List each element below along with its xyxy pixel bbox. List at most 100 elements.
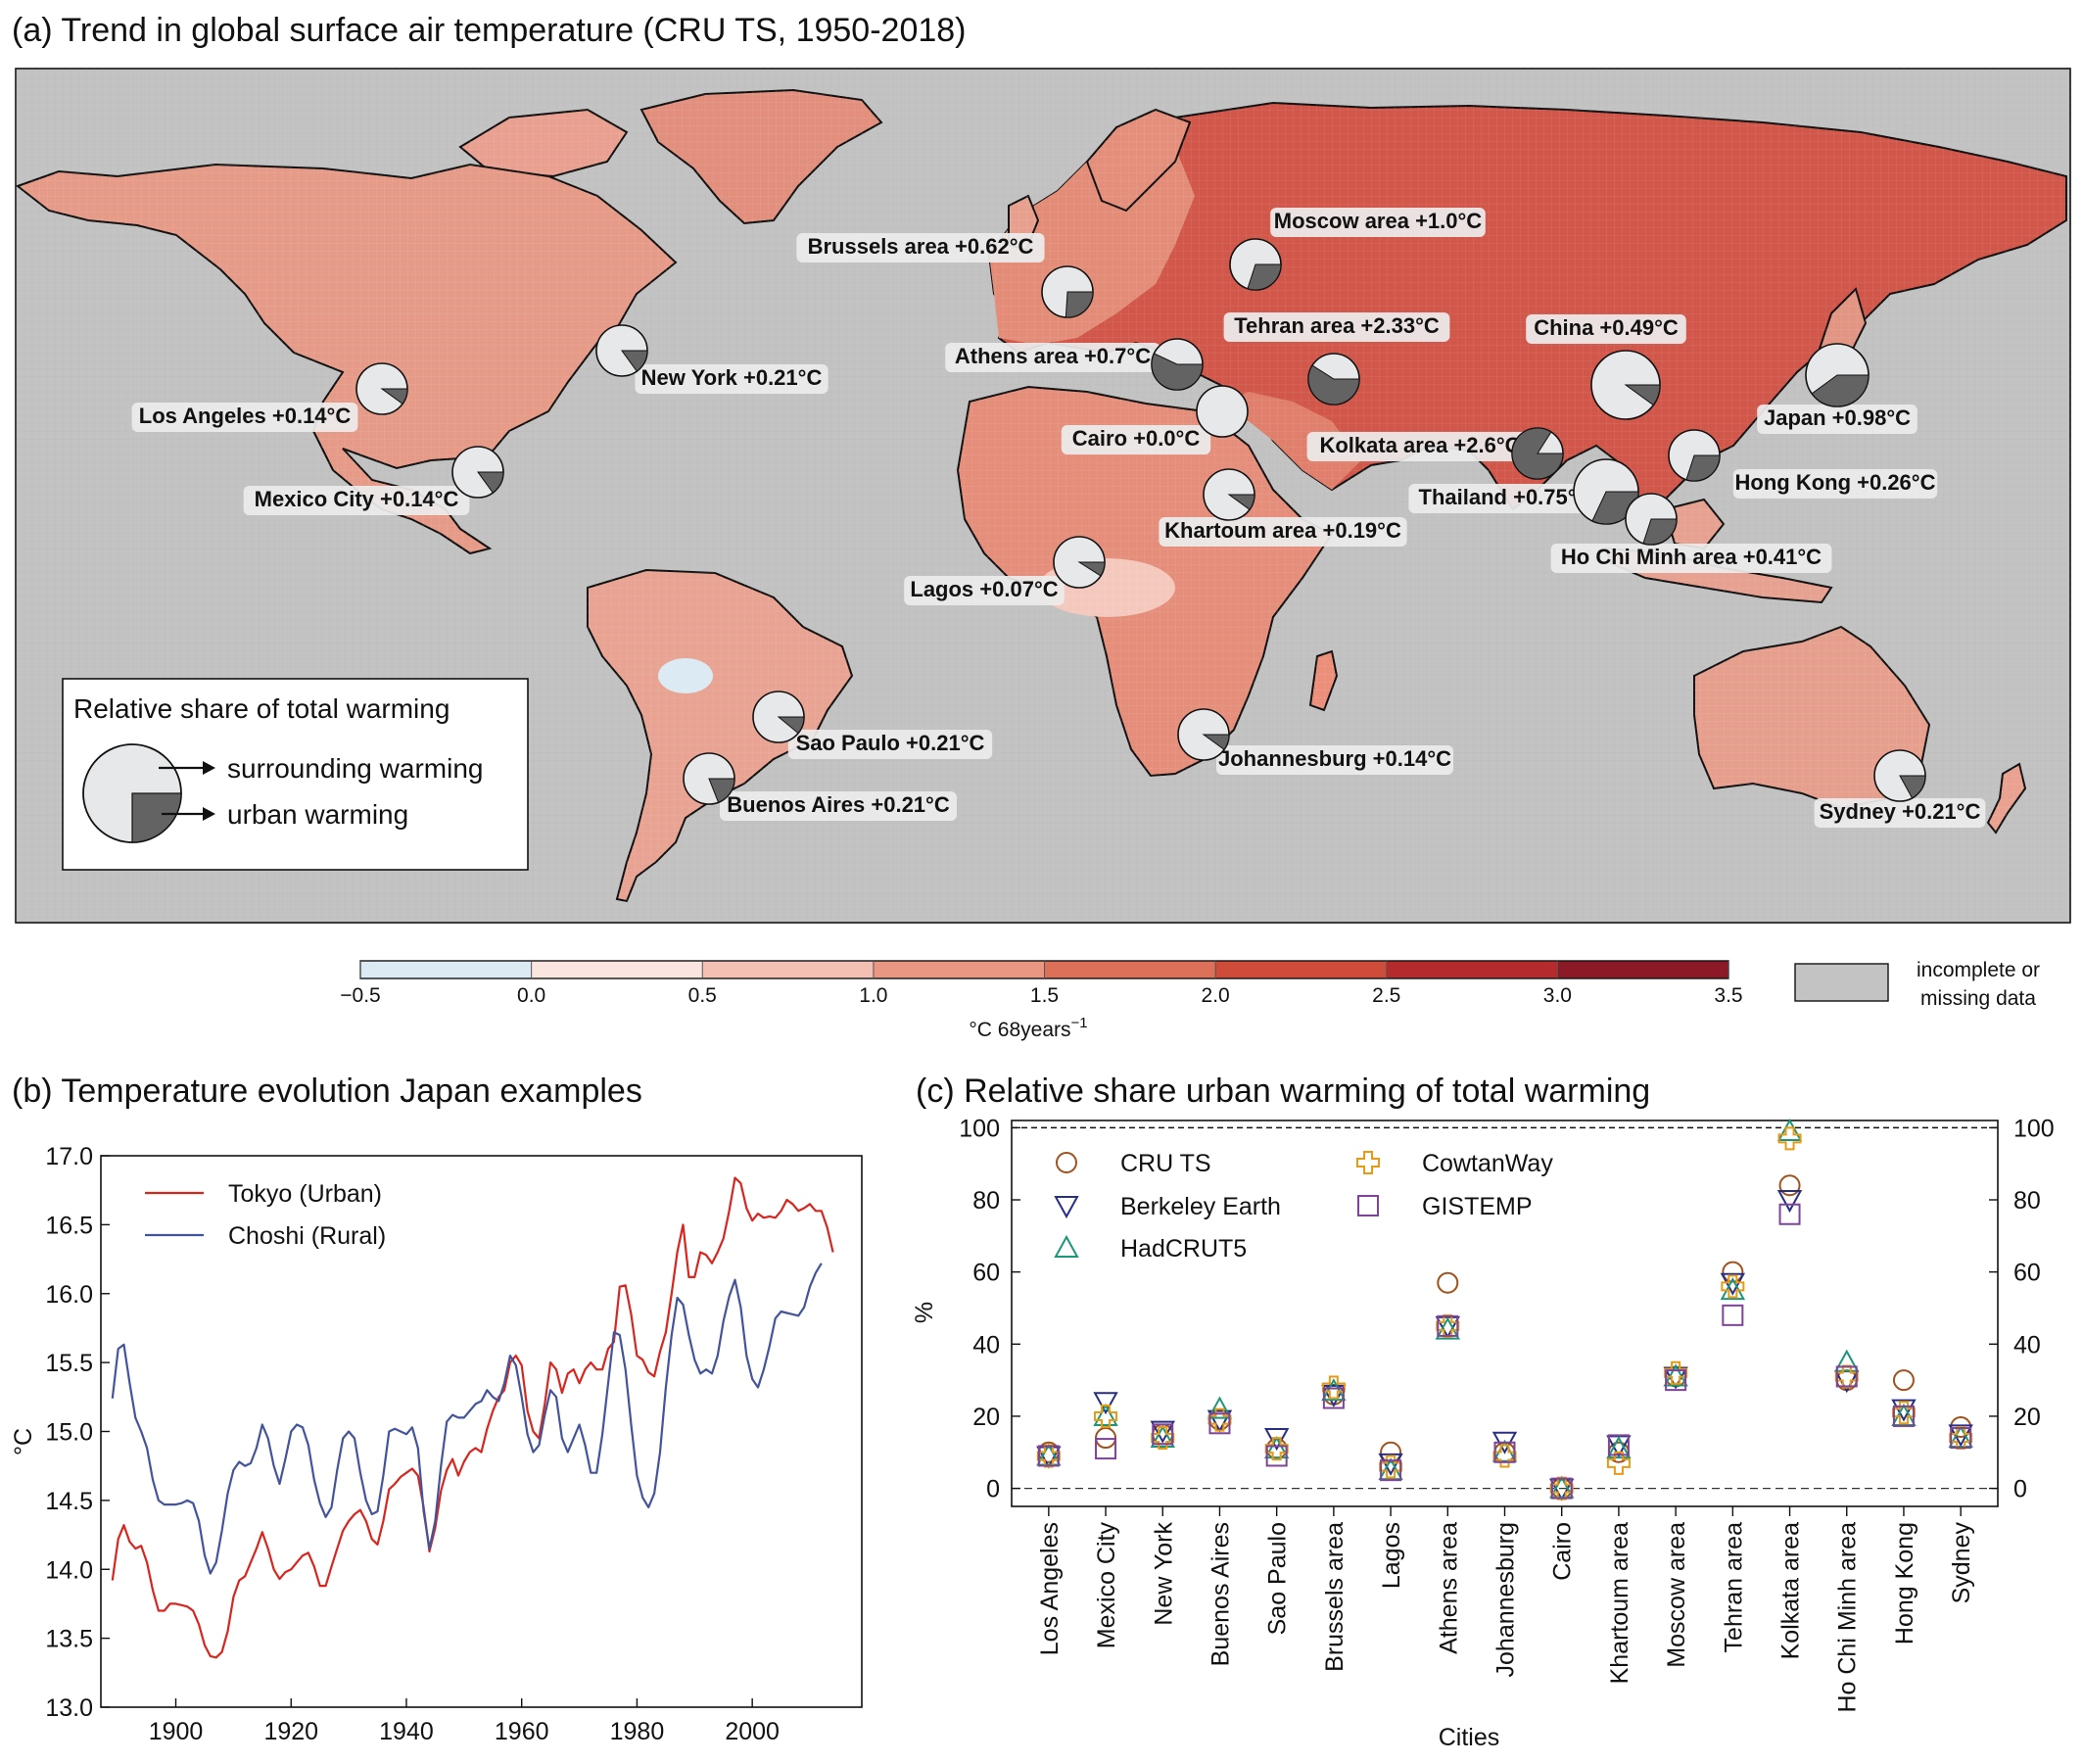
legend-marker-hadcrut5 bbox=[1054, 1234, 1079, 1258]
missing-label-1: incomplete or bbox=[1917, 959, 2040, 981]
legend-label-berkeley-earth: Berkeley Earth bbox=[1120, 1193, 1281, 1220]
city-label-box bbox=[1814, 798, 1986, 828]
city-pie-urban-share bbox=[1624, 384, 1661, 406]
panel-c-ytick-label-right: 0 bbox=[2013, 1476, 2027, 1503]
colorbar-tick-label: 3.0 bbox=[1543, 984, 1572, 1007]
point-berkeley-earth bbox=[1150, 1420, 1175, 1444]
colorbar-tick-label: −0.5 bbox=[340, 984, 380, 1007]
city-label: Athens area +0.7°C bbox=[955, 344, 1151, 368]
city-label-box bbox=[904, 576, 1065, 605]
city-label: Khartoum area +0.19°C bbox=[1164, 518, 1401, 543]
city-pie-urban-share bbox=[477, 471, 504, 494]
panel-b-xtick-label: 1920 bbox=[263, 1718, 318, 1745]
city-label-box bbox=[1223, 312, 1450, 342]
point-hadcrut5 bbox=[1263, 1436, 1290, 1459]
panel-b-ytick-label: 15.0 bbox=[45, 1419, 93, 1447]
legend-pie-urban bbox=[131, 792, 182, 843]
city-label-box bbox=[1306, 432, 1534, 461]
point-cru-ts bbox=[1380, 1441, 1402, 1463]
point-gistemp bbox=[1265, 1445, 1288, 1467]
point-hadcrut5 bbox=[1891, 1403, 1917, 1426]
city-pie-urban-share bbox=[1899, 775, 1926, 799]
panel-b-xtick-label: 1940 bbox=[379, 1718, 434, 1745]
city-label-box bbox=[796, 233, 1045, 262]
city-label: Kolkata area +2.6°C bbox=[1319, 433, 1520, 457]
city-pie-urban-share bbox=[1151, 353, 1204, 391]
point-berkeley-earth bbox=[1207, 1409, 1233, 1433]
city-new-york: New York +0.21°C bbox=[595, 324, 828, 394]
panel-c-ytick-label-left: 0 bbox=[986, 1476, 1000, 1503]
missing-data-swatch bbox=[1794, 963, 1889, 1002]
city-kolkata-area: Kolkata area +2.6°C bbox=[1306, 427, 1564, 480]
point-gistemp bbox=[1095, 1438, 1117, 1460]
city-pie bbox=[1196, 385, 1249, 438]
point-gistemp bbox=[1950, 1427, 1972, 1450]
city-label: China +0.49°C bbox=[1534, 315, 1679, 340]
panel-c-xtick-label: Kolkata area bbox=[1777, 1522, 1805, 1659]
legend-marker-berkeley-earth bbox=[1054, 1196, 1079, 1219]
point-berkeley-earth bbox=[1378, 1453, 1403, 1476]
point-gistemp bbox=[1208, 1412, 1231, 1435]
point-berkeley-earth bbox=[1776, 1190, 1803, 1214]
colorbar-segment bbox=[360, 961, 532, 978]
legend-label-gistemp: GISTEMP bbox=[1422, 1193, 1533, 1220]
colorbar-segment bbox=[1215, 961, 1387, 978]
city-label: Sydney +0.21°C bbox=[1820, 799, 1981, 824]
city-china: China +0.49°C bbox=[1526, 314, 1686, 420]
point-cru-ts bbox=[1778, 1174, 1801, 1197]
point-cru-ts bbox=[1892, 1369, 1915, 1392]
colorbar-segment bbox=[531, 961, 703, 978]
city-label: Japan +0.98°C bbox=[1764, 405, 1911, 430]
city-japan: Japan +0.98°C bbox=[1757, 343, 1917, 434]
point-hadcrut5 bbox=[1663, 1363, 1688, 1387]
point-gistemp bbox=[1437, 1314, 1459, 1337]
pie-legend: Relative share of total warming surround… bbox=[62, 678, 529, 871]
panel-b-ytick-label: 14.0 bbox=[45, 1556, 93, 1584]
city-label: Brussels area +0.62°C bbox=[808, 234, 1034, 259]
city-label: Buenos Aires +0.21°C bbox=[727, 792, 950, 817]
city-label: New York +0.21°C bbox=[641, 365, 823, 390]
panel-b-ytick-label: 13.0 bbox=[45, 1694, 93, 1722]
panel-c-xtick-label: Athens area bbox=[1435, 1522, 1462, 1654]
panel-b-xtick-label: 1980 bbox=[610, 1718, 665, 1745]
city-mexico-city: Mexico City +0.14°C bbox=[243, 446, 504, 515]
colorbar-tick-label: 3.5 bbox=[1714, 984, 1742, 1007]
panel-c-xtick-label: Tehran area bbox=[1720, 1522, 1747, 1653]
city-pie-urban-share bbox=[1811, 374, 1870, 407]
panel-c-xtick-label: Buenos Aires bbox=[1207, 1522, 1234, 1666]
point-hadcrut5 bbox=[1834, 1349, 1860, 1372]
panel-b-ylabel: °C bbox=[10, 1428, 37, 1455]
panel-c-ytick-label-left: 60 bbox=[972, 1260, 1000, 1287]
city-label: Cairo +0.0°C bbox=[1072, 426, 1201, 451]
panel-b-ytick-label: 13.5 bbox=[45, 1626, 93, 1653]
panel-c-xtick-label: Sao Paulo bbox=[1264, 1522, 1292, 1635]
panel-c-title: (c) Relative share urban warming of tota… bbox=[916, 1073, 1650, 1110]
city-johannesburg: Johannesburg +0.14°C bbox=[1177, 708, 1453, 775]
city-khartoum-area: Khartoum area +0.19°C bbox=[1159, 468, 1407, 547]
panel-c-ytick-label-right: 40 bbox=[2013, 1331, 2041, 1359]
point-cru-ts bbox=[1437, 1271, 1459, 1294]
city-thailand: Thailand +0.75°C bbox=[1408, 458, 1639, 525]
colorbar-segment bbox=[873, 961, 1045, 978]
panel-a-title: (a) Trend in global surface air temperat… bbox=[12, 12, 967, 49]
legend-marker-gistemp bbox=[1357, 1195, 1379, 1216]
legend-label-cowtanway: CowtanWay bbox=[1422, 1150, 1553, 1177]
city-hong-kong: Hong Kong +0.26°C bbox=[1668, 429, 1938, 499]
point-berkeley-earth bbox=[1720, 1272, 1746, 1296]
point-cowtanway bbox=[1777, 1126, 1802, 1151]
point-cowtanway bbox=[1949, 1426, 1973, 1451]
point-hadcrut5 bbox=[1720, 1276, 1746, 1301]
colorbar-tick-label: 2.0 bbox=[1202, 984, 1230, 1007]
panel-c-ylabel: % bbox=[911, 1302, 938, 1323]
point-gistemp bbox=[1493, 1441, 1516, 1463]
point-gistemp bbox=[1550, 1477, 1573, 1500]
city-label: Hong Kong +0.26°C bbox=[1735, 470, 1936, 495]
colorbar-unit: °C 68years−1 bbox=[969, 1015, 1087, 1041]
panel-b-xtick-label: 1900 bbox=[149, 1718, 204, 1745]
panel-c-scatter-chart: % Cities 0 0 20 20 40 40 60 60 80 80 100 100 Los Ang… bbox=[911, 1115, 2055, 1751]
city-ho-chi-minh-area: Ho Chi Minh area +0.41°C bbox=[1550, 493, 1832, 573]
city-tehran-area: Tehran area +2.33°C bbox=[1223, 312, 1450, 405]
colorbar-segment bbox=[1044, 961, 1216, 978]
point-gistemp bbox=[1607, 1434, 1630, 1456]
point-hadcrut5 bbox=[1207, 1396, 1233, 1419]
